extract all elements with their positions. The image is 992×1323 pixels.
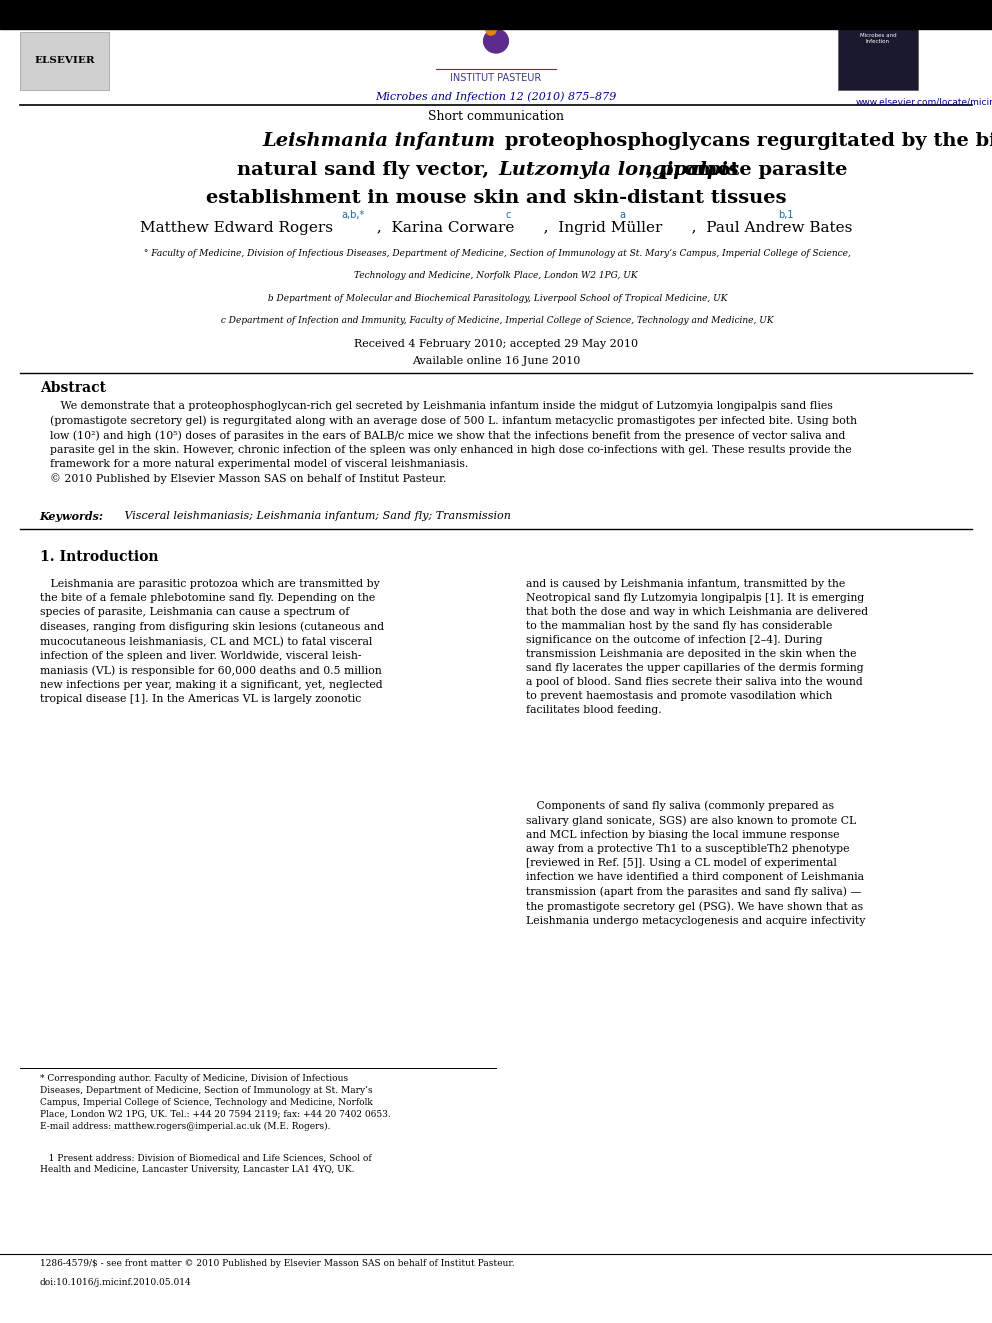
Text: Microbes and
Infection: Microbes and Infection <box>860 33 896 44</box>
Text: Keywords:: Keywords: <box>40 511 104 521</box>
Text: INSTITUT PASTEUR: INSTITUT PASTEUR <box>450 73 542 83</box>
Text: , promote parasite: , promote parasite <box>498 161 847 180</box>
Text: Microbes and Infection 12 (2010) 875–879: Microbes and Infection 12 (2010) 875–879 <box>375 91 617 102</box>
Bar <box>494 36 498 52</box>
Text: b Department of Molecular and Biochemical Parasitology, Liverpool School of Trop: b Department of Molecular and Biochemica… <box>265 294 727 303</box>
Text: a: a <box>619 210 625 221</box>
Text: 1 Present address: Division of Biomedical and Life Sciences, School of
Health an: 1 Present address: Division of Biomedica… <box>40 1154 371 1175</box>
Text: Received 4 February 2010; accepted 29 May 2010: Received 4 February 2010; accepted 29 Ma… <box>354 339 638 349</box>
Text: Available online 16 June 2010: Available online 16 June 2010 <box>412 356 580 366</box>
Text: Short communication: Short communication <box>428 110 564 123</box>
Text: Leishmania are parasitic protozoa which are transmitted by
the bite of a female : Leishmania are parasitic protozoa which … <box>40 579 384 704</box>
Text: Leishmania infantum: Leishmania infantum <box>263 132 496 151</box>
Text: proteophosphoglycans regurgitated by the bite of its: proteophosphoglycans regurgitated by the… <box>498 132 992 151</box>
Text: We demonstrate that a proteophosphoglycan-rich gel secreted by Leishmania infant: We demonstrate that a proteophosphoglyca… <box>50 401 857 484</box>
Text: c: c <box>506 210 511 221</box>
Text: natural sand fly vector,: natural sand fly vector, <box>237 161 496 180</box>
Text: * Corresponding author. Faculty of Medicine, Division of Infectious
Diseases, De: * Corresponding author. Faculty of Medic… <box>40 1074 391 1131</box>
Text: doi:10.1016/j.micinf.2010.05.014: doi:10.1016/j.micinf.2010.05.014 <box>40 1278 191 1287</box>
Ellipse shape <box>483 29 508 53</box>
Text: Lutzomyia longipalpis: Lutzomyia longipalpis <box>498 161 739 180</box>
Text: and is caused by Leishmania infantum, transmitted by the
Neotropical sand fly Lu: and is caused by Leishmania infantum, tr… <box>526 579 868 716</box>
Text: Components of sand fly saliva (commonly prepared as
salivary gland sonicate, SGS: Components of sand fly saliva (commonly … <box>526 800 865 926</box>
Text: establishment in mouse skin and skin-distant tissues: establishment in mouse skin and skin-dis… <box>205 189 787 208</box>
Text: c Department of Infection and Immunity, Faculty of Medicine, Imperial College of: c Department of Infection and Immunity, … <box>218 316 774 325</box>
Bar <box>20 32 109 90</box>
Text: ELSEVIER: ELSEVIER <box>34 57 95 65</box>
Text: Abstract: Abstract <box>40 381 106 396</box>
Bar <box>0 0 992 29</box>
Text: 1286-4579/$ - see front matter © 2010 Published by Elsevier Masson SAS on behalf: 1286-4579/$ - see front matter © 2010 Pu… <box>40 1259 514 1269</box>
Ellipse shape <box>486 26 496 36</box>
Text: Matthew Edward Rogers         ,  Karina Corware      ,  Ingrid Müller      ,  Pa: Matthew Edward Rogers , Karina Corware ,… <box>140 221 852 235</box>
Text: b,1: b,1 <box>778 210 794 221</box>
Text: Technology and Medicine, Norfolk Place, London W2 1PG, UK: Technology and Medicine, Norfolk Place, … <box>354 271 638 280</box>
Text: 1. Introduction: 1. Introduction <box>40 550 158 565</box>
Text: Visceral leishmaniasis; Leishmania infantum; Sand fly; Transmission: Visceral leishmaniasis; Leishmania infan… <box>121 511 511 521</box>
Text: a,b,*: a,b,* <box>341 210 364 221</box>
Text: www.elsevier.com/locate/micinf: www.elsevier.com/locate/micinf <box>856 98 992 107</box>
Bar <box>838 29 918 90</box>
Text: ° Faculty of Medicine, Division of Infectious Diseases, Department of Medicine, : ° Faculty of Medicine, Division of Infec… <box>141 249 851 258</box>
